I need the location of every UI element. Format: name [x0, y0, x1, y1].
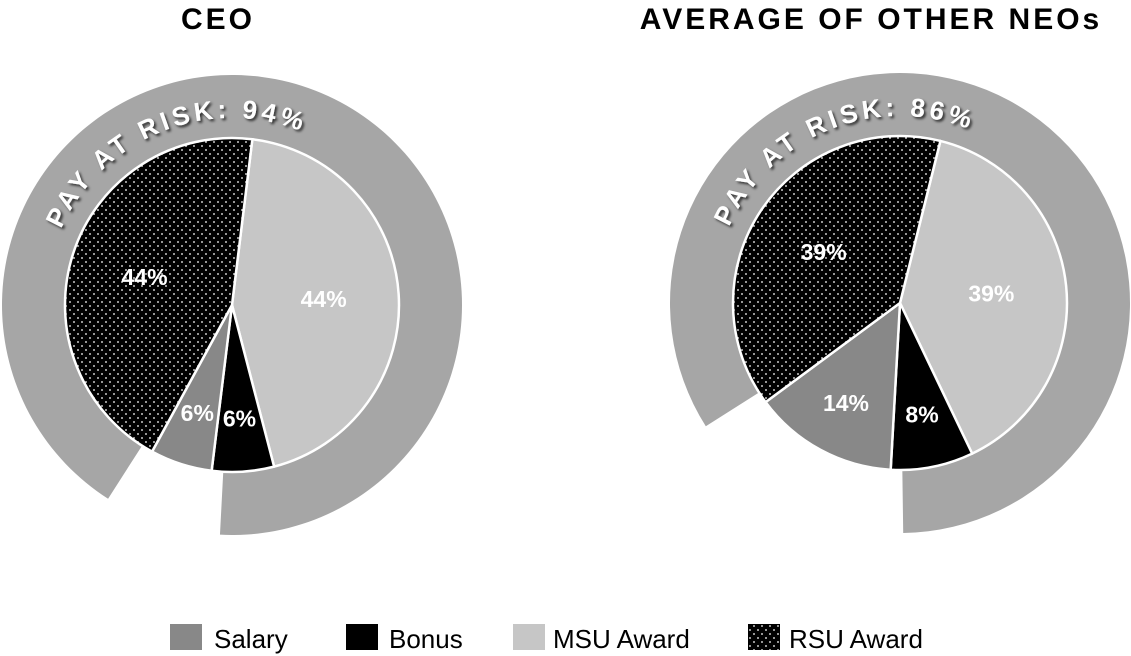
neo-chart-title: AVERAGE OF OTHER NEOs	[640, 3, 1103, 36]
neo-label-rsu-award: 39%	[801, 239, 847, 265]
legend-swatch-rsu-award	[748, 624, 780, 650]
neo-slice-rsu-award	[731, 134, 942, 404]
legend-swatch-salary	[170, 624, 202, 650]
ceo-slice-labels: 44% 6% 6% 44%	[122, 264, 347, 431]
legend-item-rsu-award: RSU Award	[748, 624, 923, 654]
neo-label-msu-award: 39%	[968, 281, 1014, 307]
neo-pie-slices	[731, 134, 1069, 472]
ceo-label-salary: 6%	[181, 400, 214, 426]
legend-swatch-bonus	[346, 624, 378, 650]
ceo-label-bonus: 6%	[223, 405, 256, 431]
ceo-pie-chart: CEO PAY AT RISK: 94% 44%6%6%44%	[2, 3, 463, 535]
legend-label-msu-award: MSU Award	[553, 624, 690, 654]
legend-swatch-msu-award	[513, 624, 545, 650]
legend-item-salary: Salary	[170, 624, 288, 654]
neo-label-salary: 14%	[823, 390, 869, 416]
ceo-label-msu-award: 44%	[301, 286, 347, 312]
ceo-slice-msu-award	[230, 137, 401, 468]
legend: Salary Bonus MSU Award RSU Award	[170, 624, 923, 654]
neo-pie-chart: AVERAGE OF OTHER NEOs PAY AT RISK: 86% 3…	[640, 3, 1130, 533]
legend-label-rsu-award: RSU Award	[789, 624, 923, 654]
legend-label-bonus: Bonus	[389, 624, 463, 654]
ceo-pie-slices	[63, 136, 401, 474]
legend-item-msu-award: MSU Award	[513, 624, 690, 654]
ceo-label-rsu-award: 44%	[122, 264, 168, 290]
legend-label-salary: Salary	[214, 624, 288, 654]
neo-slice-labels: 39% 8% 14% 39%	[801, 239, 1015, 427]
legend-item-bonus: Bonus	[346, 624, 463, 654]
neo-label-bonus: 8%	[905, 401, 938, 427]
ceo-chart-title: CEO	[181, 3, 255, 36]
neo-slice-msu-award	[898, 139, 1069, 455]
neo-slice-salary	[764, 301, 902, 471]
ceo-slice-rsu-award	[63, 136, 254, 453]
